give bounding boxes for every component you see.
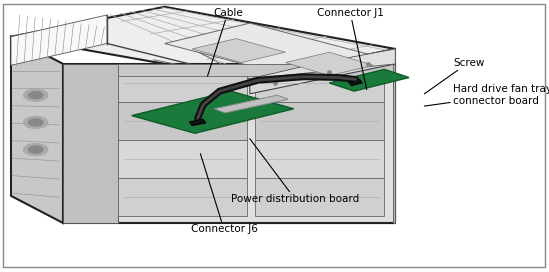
Polygon shape [118, 64, 247, 102]
Polygon shape [11, 37, 63, 223]
Circle shape [29, 92, 43, 99]
Polygon shape [11, 15, 107, 65]
Polygon shape [118, 178, 247, 216]
Text: Cable: Cable [208, 8, 243, 76]
Polygon shape [255, 102, 384, 140]
Polygon shape [118, 140, 247, 178]
Polygon shape [250, 49, 395, 94]
Circle shape [29, 119, 43, 126]
Text: Hard drive fan tray
connector board: Hard drive fan tray connector board [424, 84, 549, 106]
Polygon shape [214, 95, 288, 113]
Polygon shape [165, 23, 395, 82]
Polygon shape [349, 79, 362, 86]
Polygon shape [132, 91, 294, 133]
Text: Connector J1: Connector J1 [317, 8, 384, 90]
Polygon shape [192, 39, 285, 63]
Polygon shape [255, 178, 384, 216]
Polygon shape [118, 64, 393, 76]
Circle shape [24, 116, 48, 128]
Circle shape [24, 144, 48, 156]
Polygon shape [393, 64, 395, 223]
Text: Screw: Screw [424, 58, 484, 94]
Polygon shape [250, 49, 395, 223]
Polygon shape [255, 140, 384, 178]
Circle shape [24, 89, 48, 101]
Polygon shape [63, 64, 395, 223]
Text: Power distribution board: Power distribution board [231, 139, 360, 205]
Polygon shape [255, 64, 384, 102]
Polygon shape [11, 7, 395, 79]
Polygon shape [63, 64, 118, 223]
Polygon shape [189, 119, 206, 126]
Polygon shape [285, 52, 373, 76]
Polygon shape [250, 49, 395, 79]
Polygon shape [118, 102, 247, 140]
Polygon shape [329, 69, 409, 91]
Circle shape [29, 146, 43, 153]
Text: Connector J6: Connector J6 [191, 154, 257, 234]
